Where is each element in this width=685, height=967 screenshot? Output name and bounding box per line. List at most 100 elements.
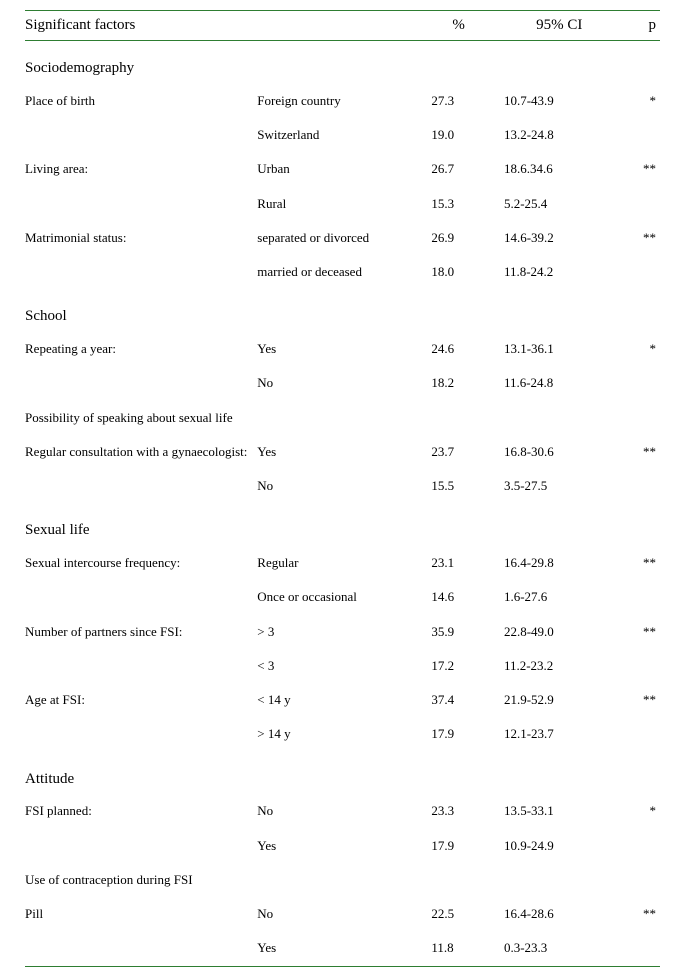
p-cell: * [619, 332, 660, 366]
level-label: separated or divorced [257, 221, 417, 255]
percent-cell: 24.6 [417, 332, 500, 366]
table-row: Number of partners since FSI: > 3 35.9 2… [25, 615, 660, 649]
ci-cell: 10.9-24.9 [500, 829, 619, 863]
percent-cell: 35.9 [417, 615, 500, 649]
percent-cell: 27.3 [417, 84, 500, 118]
percent-cell: 23.7 [417, 435, 500, 469]
table-row: Sexual intercourse frequency: Regular 23… [25, 546, 660, 580]
factor-label: Repeating a year: [25, 332, 257, 366]
percent-cell: 11.8 [417, 931, 500, 966]
table-row: Matrimonial status: separated or divorce… [25, 221, 660, 255]
table-row: Pill No 22.5 16.4-28.6 ** [25, 897, 660, 931]
level-label: Yes [257, 332, 417, 366]
p-cell: * [619, 794, 660, 828]
factor-label: FSI planned: [25, 794, 257, 828]
section-speaking: Possibility of speaking about sexual lif… [25, 401, 660, 435]
ci-cell: 13.1-36.1 [500, 332, 619, 366]
p-cell: ** [619, 897, 660, 931]
factor-label: Matrimonial status: [25, 221, 257, 255]
percent-cell: 23.1 [417, 546, 500, 580]
ci-cell: 21.9-52.9 [500, 683, 619, 717]
table-row: Rural 15.3 5.2-25.4 [25, 187, 660, 221]
ci-cell: 16.4-29.8 [500, 546, 619, 580]
percent-cell: 26.9 [417, 221, 500, 255]
percent-cell: 37.4 [417, 683, 500, 717]
section-school: School [25, 289, 660, 332]
page: Significant factors % 95% CI p Sociodemo… [0, 0, 685, 967]
ci-cell: 11.8-24.2 [500, 255, 619, 289]
table-row: Once or occasional 14.6 1.6-27.6 [25, 580, 660, 614]
level-label: < 3 [257, 649, 417, 683]
ci-cell: 16.4-28.6 [500, 897, 619, 931]
level-label: < 14 y [257, 683, 417, 717]
percent-cell: 18.2 [417, 366, 500, 400]
table-row: Yes 11.8 0.3-23.3 [25, 931, 660, 966]
table-row: Repeating a year: Yes 24.6 13.1-36.1 * [25, 332, 660, 366]
ci-cell: 14.6-39.2 [500, 221, 619, 255]
level-label: Urban [257, 152, 417, 186]
ci-cell: 5.2-25.4 [500, 187, 619, 221]
table-row: No 15.5 3.5-27.5 [25, 469, 660, 503]
level-label: Switzerland [257, 118, 417, 152]
table-header-row: Significant factors % 95% CI p [25, 11, 660, 41]
factor-label: Number of partners since FSI: [25, 615, 257, 649]
ci-cell: 22.8-49.0 [500, 615, 619, 649]
percent-cell: 19.0 [417, 118, 500, 152]
table-row: Living area: Urban 26.7 18.6.34.6 ** [25, 152, 660, 186]
level-label: Yes [257, 435, 417, 469]
percent-cell: 18.0 [417, 255, 500, 289]
section-use-contraception: Use of contraception during FSI [25, 863, 660, 897]
level-label: > 3 [257, 615, 417, 649]
level-label: No [257, 794, 417, 828]
percent-cell: 23.3 [417, 794, 500, 828]
section-sexual-life: Sexual life [25, 503, 660, 546]
table-row: Switzerland 19.0 13.2-24.8 [25, 118, 660, 152]
p-cell: ** [619, 435, 660, 469]
ci-cell: 18.6.34.6 [500, 152, 619, 186]
level-label: married or deceased [257, 255, 417, 289]
p-cell: ** [619, 221, 660, 255]
p-cell: * [619, 84, 660, 118]
ci-cell: 1.6-27.6 [500, 580, 619, 614]
percent-cell: 17.9 [417, 829, 500, 863]
ci-cell: 12.1-23.7 [500, 717, 619, 751]
percent-cell: 14.6 [417, 580, 500, 614]
factor-label: Sexual intercourse frequency: [25, 546, 257, 580]
p-cell: ** [619, 152, 660, 186]
ci-cell: 0.3-23.3 [500, 931, 619, 966]
table-row: < 3 17.2 11.2-23.2 [25, 649, 660, 683]
level-label: Yes [257, 829, 417, 863]
factor-label: Age at FSI: [25, 683, 257, 717]
p-cell: ** [619, 546, 660, 580]
table-row: married or deceased 18.0 11.8-24.2 [25, 255, 660, 289]
table-row: Place of birth Foreign country 27.3 10.7… [25, 84, 660, 118]
ci-cell: 13.2-24.8 [500, 118, 619, 152]
table-row: Age at FSI: < 14 y 37.4 21.9-52.9 ** [25, 683, 660, 717]
col-header-factors: Significant factors [25, 11, 417, 41]
col-header-percent: % [417, 11, 500, 41]
p-cell: ** [619, 683, 660, 717]
factor-label: Living area: [25, 152, 257, 186]
col-header-ci: 95% CI [500, 11, 619, 41]
table-row: FSI planned: No 23.3 13.5-33.1 * [25, 794, 660, 828]
factor-label: Regular consultation with a gynaecologis… [25, 435, 257, 469]
level-label: > 14 y [257, 717, 417, 751]
table-row: Yes 17.9 10.9-24.9 [25, 829, 660, 863]
section-attitude: Attitude [25, 752, 660, 795]
level-label: Regular [257, 546, 417, 580]
ci-cell: 16.8-30.6 [500, 435, 619, 469]
ci-cell: 11.6-24.8 [500, 366, 619, 400]
percent-cell: 17.2 [417, 649, 500, 683]
factor-label: Place of birth [25, 84, 257, 118]
col-header-p: p [619, 11, 660, 41]
percent-cell: 17.9 [417, 717, 500, 751]
level-label: No [257, 366, 417, 400]
ci-cell: 10.7-43.9 [500, 84, 619, 118]
ci-cell: 13.5-33.1 [500, 794, 619, 828]
level-label: Rural [257, 187, 417, 221]
percent-cell: 22.5 [417, 897, 500, 931]
level-label: No [257, 469, 417, 503]
table-row: Regular consultation with a gynaecologis… [25, 435, 660, 469]
table-row: No 18.2 11.6-24.8 [25, 366, 660, 400]
section-sociodemography: Sociodemography [25, 41, 660, 84]
